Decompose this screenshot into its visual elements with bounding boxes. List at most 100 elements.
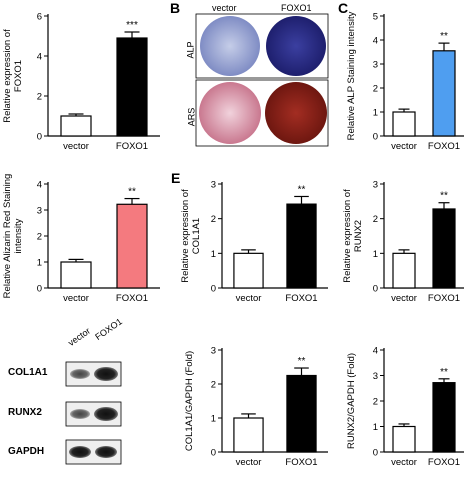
y-tick-label: 5: [373, 12, 378, 23]
panel-letter-e: E: [171, 170, 181, 186]
chart-svg: RUNX2/GAPDH (Fold) 0 1 2 3 4 vector ** FOXO1: [346, 346, 464, 468]
y-tick-label: 1: [211, 249, 216, 260]
band-gapdh-foxo1: [95, 446, 117, 458]
y-tick-label: 2: [373, 84, 378, 95]
blot-label-runx2: RUNX2: [8, 407, 42, 418]
chart-svg: COL1A1/GAPDH (Fold) 0 1 2 3 vector ** FOXO1: [184, 346, 328, 468]
y-tick-label: 3: [211, 180, 216, 191]
y-tick-label: 1: [373, 249, 378, 260]
y-tick-label: 3: [211, 346, 216, 357]
bar-vector: [392, 252, 416, 289]
y-tick-label: 4: [37, 180, 42, 191]
western-blot: vector FOXO1 COL1A1 RUNX2 GAPDH: [0, 316, 170, 474]
band-gapdh-vector: [69, 446, 91, 458]
band-col1a1-vector: [70, 369, 90, 379]
panel-letter-c: C: [338, 0, 349, 16]
y-tick-label: 2: [211, 380, 216, 391]
x-tick-label: vector: [63, 141, 89, 152]
y-tick-label: 1: [373, 422, 378, 433]
y-tick-label: 2: [373, 214, 378, 225]
significance-label: **: [128, 187, 136, 198]
bar-foxo1: [432, 208, 456, 289]
x-tick-label: vector: [391, 457, 417, 468]
y-axis-label: Relative Alizarin Red Staining: [2, 174, 13, 299]
bar-foxo1: [286, 203, 317, 289]
y-tick-label: 2: [211, 214, 216, 225]
plate-frame-alp: [195, 13, 329, 79]
chart-foxo1-expression: Relative expression of FOXO1 0 2 4 6 vector ***…: [0, 0, 170, 158]
y-axis-label: COL1A1: [191, 218, 202, 254]
plate-col-foxo1: FOXO1: [281, 3, 312, 13]
x-tick-label: vector: [63, 293, 89, 304]
significance-label: **: [440, 191, 448, 202]
y-axis-label: intensity: [13, 218, 24, 253]
x-tick-label: FOXO1: [428, 293, 460, 304]
bar-vector: [233, 252, 264, 289]
y-axis-label: FOXO1: [13, 60, 24, 92]
y-tick-label: 4: [37, 52, 42, 63]
y-tick-label: 0: [211, 448, 216, 459]
alp-vector-plate: [200, 16, 260, 76]
blot-image: [65, 361, 122, 465]
bar-vector: [60, 115, 92, 137]
y-tick-label: 2: [373, 397, 378, 408]
y-tick-label: 3: [373, 60, 378, 71]
y-axis-label: Relative ALP Staining intensity: [346, 11, 357, 140]
x-tick-label: FOXO1: [428, 141, 460, 152]
chart-col1a1-gapdh: COL1A1/GAPDH (Fold) 0 1 2 3 vector ** FOXO1: [178, 334, 338, 474]
bar-foxo1: [432, 382, 456, 453]
y-tick-label: 1: [37, 258, 42, 269]
panel-letter-b: B: [170, 0, 181, 16]
y-axis-label: Relative expression of: [2, 29, 13, 123]
bar-vector: [392, 111, 416, 137]
chart-alp-intensity: Relative ALP Staining intensity 0 1 2 3 4 5 vec…: [340, 0, 474, 158]
x-tick-label: FOXO1: [116, 141, 148, 152]
bar-vector: [233, 417, 264, 453]
y-tick-label: 6: [37, 12, 42, 23]
y-tick-label: 4: [373, 36, 378, 47]
y-tick-label: 0: [211, 284, 216, 295]
bar-vector: [60, 261, 92, 289]
x-tick-label: FOXO1: [285, 293, 317, 304]
chart-runx2-gapdh: RUNX2/GAPDH (Fold) 0 1 2 3 4 vector ** FOXO1: [340, 334, 474, 474]
x-tick-label: vector: [236, 293, 262, 304]
blot-label-gapdh: GAPDH: [8, 446, 45, 457]
significance-label: ***: [126, 20, 138, 31]
y-tick-label: 3: [373, 371, 378, 382]
y-tick-label: 2: [37, 232, 42, 243]
x-tick-label: vector: [391, 141, 417, 152]
staining-plates: [195, 13, 329, 147]
alp-foxo1-plate: [266, 16, 326, 76]
chart-ars-intensity: Relative Alizarin Red Staining intensity 0…: [0, 168, 170, 310]
bar-vector: [392, 425, 416, 453]
band-runx2-vector: [70, 409, 90, 419]
y-axis-label: RUNX2/GAPDH (Fold): [346, 353, 357, 449]
bar-foxo1: [116, 37, 148, 137]
chart-svg: Relative Alizarin Red Staining intensity 0…: [2, 174, 160, 304]
chart-svg: Relative expression of FOXO10246vector***…: [2, 12, 160, 152]
y-axis-label: Relative expression of: [180, 189, 191, 283]
y-tick-label: 0: [373, 284, 378, 295]
blot-label-col1a1: COL1A1: [8, 367, 48, 378]
plate-col-vector: vector: [212, 3, 237, 13]
chart-svg: Relative expression of RUNX2 0 1 2 3 vector ** F…: [342, 180, 464, 304]
y-tick-label: 1: [373, 108, 378, 119]
bar-foxo1: [116, 203, 148, 289]
chart-svg: Relative ALP Staining intensity 0 1 2 3 4 5 vec…: [346, 11, 464, 152]
significance-label: **: [298, 184, 306, 195]
ars-vector-plate: [199, 82, 261, 144]
x-tick-label: FOXO1: [116, 293, 148, 304]
staining-panel: vector FOXO1 ALP ARS: [186, 0, 338, 160]
significance-label: **: [298, 356, 306, 367]
chart-svg: Relative expression of COL1A1 0 1 2 3 vector **…: [180, 180, 328, 304]
y-tick-label: 0: [373, 448, 378, 459]
y-tick-label: 1: [211, 414, 216, 425]
plate-frame-ars: [195, 79, 329, 147]
band-runx2-foxo1: [94, 407, 118, 421]
x-tick-label: vector: [236, 457, 262, 468]
significance-label: **: [440, 31, 448, 42]
x-tick-label: FOXO1: [285, 457, 317, 468]
y-tick-label: 0: [37, 132, 42, 143]
y-tick-label: 3: [373, 180, 378, 191]
bar-foxo1: [432, 50, 456, 137]
